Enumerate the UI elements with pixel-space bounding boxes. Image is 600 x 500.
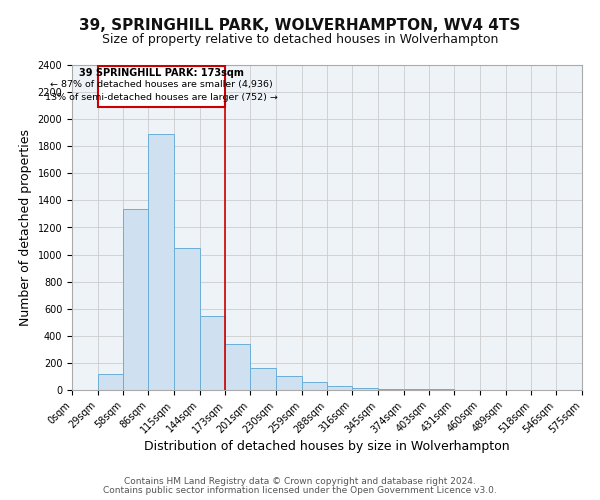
Text: ← 87% of detached houses are smaller (4,936): ← 87% of detached houses are smaller (4,… bbox=[50, 80, 273, 90]
Bar bbox=[98, 66, 226, 107]
Bar bbox=[276, 376, 302, 390]
Bar bbox=[200, 316, 226, 390]
Text: 39 SPRINGHILL PARK: 173sqm: 39 SPRINGHILL PARK: 173sqm bbox=[79, 68, 244, 78]
X-axis label: Distribution of detached houses by size in Wolverhampton: Distribution of detached houses by size … bbox=[144, 440, 510, 454]
Bar bbox=[328, 386, 352, 390]
Bar bbox=[174, 248, 200, 390]
Bar bbox=[124, 208, 148, 390]
Text: Contains public sector information licensed under the Open Government Licence v3: Contains public sector information licen… bbox=[103, 486, 497, 495]
Text: 13% of semi-detached houses are larger (752) →: 13% of semi-detached houses are larger (… bbox=[45, 92, 278, 102]
Text: Contains HM Land Registry data © Crown copyright and database right 2024.: Contains HM Land Registry data © Crown c… bbox=[124, 477, 476, 486]
Text: Size of property relative to detached houses in Wolverhampton: Size of property relative to detached ho… bbox=[102, 32, 498, 46]
Bar bbox=[352, 388, 378, 390]
Bar bbox=[226, 344, 250, 390]
Bar bbox=[378, 389, 404, 390]
Bar bbox=[250, 368, 276, 390]
Text: 39, SPRINGHILL PARK, WOLVERHAMPTON, WV4 4TS: 39, SPRINGHILL PARK, WOLVERHAMPTON, WV4 … bbox=[79, 18, 521, 32]
Bar bbox=[148, 134, 174, 390]
Bar bbox=[98, 374, 124, 390]
Bar bbox=[302, 382, 328, 390]
Y-axis label: Number of detached properties: Number of detached properties bbox=[19, 129, 32, 326]
